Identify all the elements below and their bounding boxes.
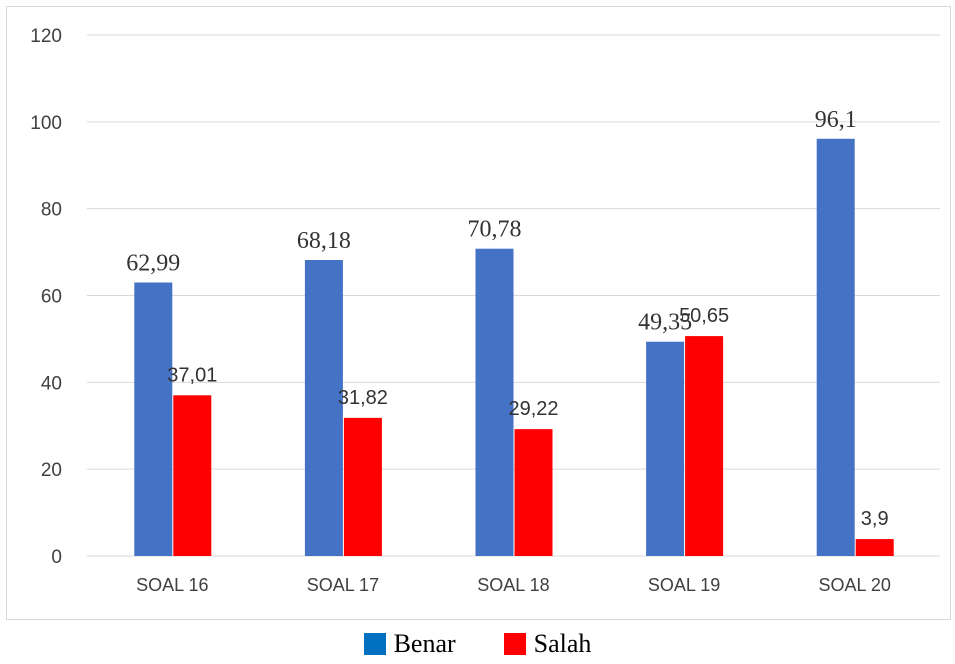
- y-axis-ticks: 0 20 40 60 80 100 120: [30, 26, 62, 568]
- bar-salah: [685, 336, 724, 556]
- x-axis-ticks: SOAL 16 SOAL 17 SOAL 18 SOAL 19 SOAL 20: [136, 575, 891, 595]
- bar-benar: [816, 138, 855, 556]
- gridlines: [87, 34, 940, 557]
- data-label-benar: 62,99: [126, 251, 180, 277]
- bar-salah: [343, 417, 382, 556]
- data-label-benar: 70,78: [468, 217, 522, 243]
- bar-salah: [514, 429, 553, 556]
- legend-label-salah: Salah: [533, 629, 592, 658]
- bar-benar: [304, 259, 343, 556]
- bar-chart: 0 20 40 60 80 100 120 62,99 37,01 68,18 31,82 70,7…: [30, 26, 940, 595]
- legend-swatch-salah: [503, 633, 526, 655]
- y-tick-label: 40: [41, 373, 62, 394]
- data-label-salah: 3,9: [861, 508, 889, 530]
- data-label-benar: 49,35: [638, 310, 692, 336]
- legend-label-benar: Benar: [393, 629, 456, 658]
- bar-salah: [855, 539, 894, 556]
- legend-item-salah: Salah: [503, 629, 592, 659]
- x-tick-label: SOAL 20: [819, 575, 891, 595]
- y-tick-label: 20: [41, 460, 62, 481]
- chart-legend: Benar Salah: [0, 626, 955, 662]
- y-tick-label: 100: [30, 113, 62, 134]
- data-label-salah: 37,01: [167, 364, 217, 386]
- x-tick-label: SOAL 19: [648, 575, 720, 595]
- bar-salah: [173, 395, 212, 556]
- y-tick-label: 0: [51, 547, 62, 568]
- data-labels: 62,99 37,01 68,18 31,82 70,78 29,22 49,3550,65…: [126, 107, 888, 530]
- data-label-benar: 68,18: [297, 228, 351, 254]
- legend-swatch-benar: [363, 633, 386, 655]
- bar-benar: [646, 341, 685, 556]
- data-label-benar: 96,1: [815, 107, 857, 133]
- y-tick-label: 60: [41, 287, 62, 308]
- y-tick-label: 120: [30, 26, 62, 47]
- bar-benar: [475, 248, 514, 556]
- bars: [134, 138, 894, 556]
- y-tick-label: 80: [41, 200, 62, 221]
- x-tick-label: SOAL 16: [136, 575, 208, 595]
- data-label-salah: 29,22: [508, 398, 558, 420]
- bar-benar: [134, 282, 173, 556]
- data-label-salah: 31,82: [338, 387, 388, 409]
- data-label-salah: 50,65: [679, 305, 729, 327]
- legend-item-benar: Benar: [363, 629, 456, 659]
- x-tick-label: SOAL 18: [477, 575, 549, 595]
- x-tick-label: SOAL 17: [307, 575, 379, 595]
